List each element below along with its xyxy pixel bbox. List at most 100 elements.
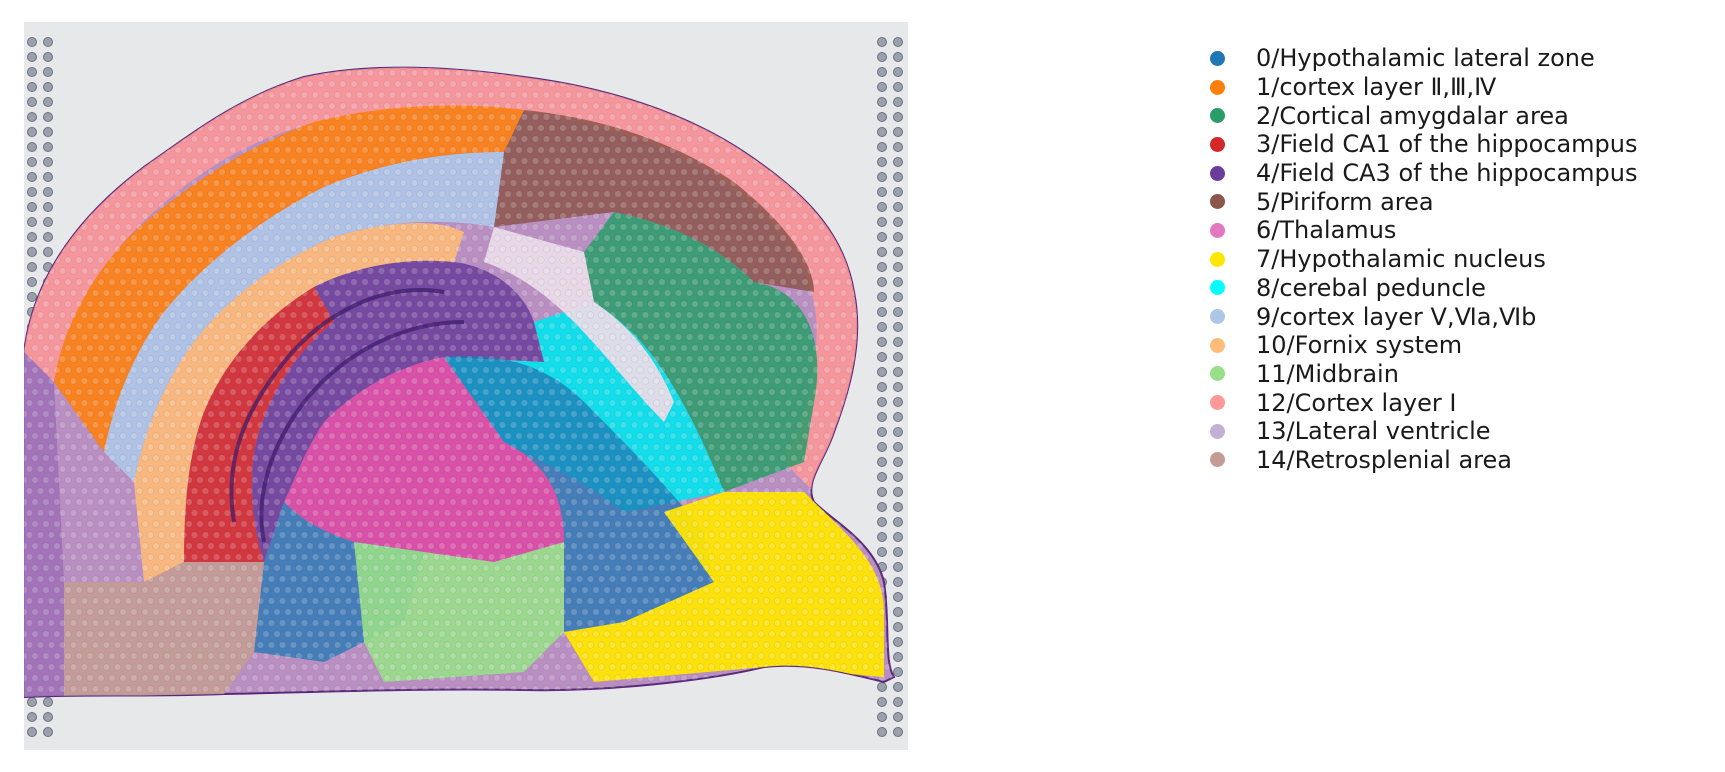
legend-label: 9/cortex layer Ⅴ,Ⅵa,Ⅵb bbox=[1256, 302, 1537, 331]
fiducial-dot bbox=[877, 232, 887, 242]
fiducial-dot bbox=[893, 727, 903, 737]
fiducial-dot bbox=[893, 712, 903, 722]
fiducial-dot bbox=[27, 127, 37, 137]
fiducial-dot bbox=[877, 187, 887, 197]
legend-label: 7/Hypothalamic nucleus bbox=[1256, 245, 1546, 274]
fiducial-dot bbox=[43, 37, 53, 47]
fiducial-dot bbox=[877, 727, 887, 737]
fiducial-dot bbox=[877, 277, 887, 287]
cluster-legend: 0/Hypothalamic lateral zone 1/cortex lay… bbox=[1210, 44, 1710, 474]
fiducial-dot bbox=[27, 232, 37, 242]
fiducial-dot bbox=[893, 277, 903, 287]
fiducial-dot bbox=[893, 427, 903, 437]
legend-label: 13/Lateral ventricle bbox=[1256, 417, 1491, 446]
legend-marker-icon bbox=[1210, 337, 1225, 353]
fiducial-dot bbox=[27, 97, 37, 107]
fiducial-dot bbox=[877, 247, 887, 257]
legend-marker-icon bbox=[1210, 165, 1225, 181]
legend-label: 14/Retrosplenial area bbox=[1256, 445, 1512, 474]
legend-label: 10/Fornix system bbox=[1256, 331, 1463, 360]
legend-marker-icon bbox=[1210, 50, 1225, 66]
fiducial-dot bbox=[893, 457, 903, 467]
fiducial-dot bbox=[877, 157, 887, 167]
fiducial-dot bbox=[27, 262, 37, 272]
legend-item-1: 1/cortex layer Ⅱ,Ⅲ,Ⅳ bbox=[1210, 73, 1710, 102]
region-cortex-layer-2-3-4 bbox=[54, 105, 524, 453]
fiducial-dot bbox=[893, 592, 903, 602]
fiducial-dot bbox=[27, 157, 37, 167]
fiducial-dot bbox=[893, 547, 903, 557]
fiducial-dot bbox=[877, 127, 887, 137]
fiducial-dot bbox=[877, 682, 887, 692]
fiducial-dot bbox=[43, 97, 53, 107]
region-piriform bbox=[494, 110, 814, 292]
fiducial-dot bbox=[893, 472, 903, 482]
fiducial-dot bbox=[893, 142, 903, 152]
tissue-regions bbox=[24, 67, 884, 697]
fiducial-dot bbox=[877, 322, 887, 332]
fiducial-dot bbox=[893, 652, 903, 662]
fiducial-dot bbox=[893, 487, 903, 497]
fiducial-dot bbox=[27, 187, 37, 197]
fiducial-dot bbox=[893, 247, 903, 257]
fiducial-dot bbox=[877, 412, 887, 422]
fiducial-dot bbox=[877, 67, 887, 77]
fiducial-dot bbox=[43, 52, 53, 62]
fiducial-dot bbox=[43, 247, 53, 257]
fiducial-dot bbox=[43, 112, 53, 122]
legend-label: 1/cortex layer Ⅱ,Ⅲ,Ⅳ bbox=[1256, 73, 1497, 102]
fiducial-dot bbox=[893, 367, 903, 377]
legend-item-5: 5/Piriform area bbox=[1210, 187, 1710, 216]
fiducial-dot bbox=[893, 97, 903, 107]
fiducial-dot bbox=[893, 202, 903, 212]
fiducial-dot bbox=[877, 382, 887, 392]
fiducial-dot bbox=[893, 517, 903, 527]
legend-marker-icon bbox=[1210, 423, 1225, 439]
legend-item-14: 14/Retrosplenial area bbox=[1210, 446, 1710, 475]
legend-item-6: 6/Thalamus bbox=[1210, 216, 1710, 245]
legend-label: 5/Piriform area bbox=[1256, 187, 1434, 216]
fiducial-dot bbox=[43, 187, 53, 197]
legend-label: 12/Cortex layer Ⅰ bbox=[1256, 388, 1457, 417]
region-midbrain bbox=[354, 542, 564, 682]
region-hypothalamic-nucleus bbox=[564, 492, 884, 682]
fiducial-dot bbox=[893, 352, 903, 362]
region-thalamus bbox=[284, 357, 564, 562]
fiducial-dot bbox=[27, 82, 37, 92]
legend-item-9: 9/cortex layer Ⅴ,Ⅵa,Ⅵb bbox=[1210, 302, 1710, 331]
fiducial-dot bbox=[27, 37, 37, 47]
fiducial-dot bbox=[893, 337, 903, 347]
legend-marker-icon bbox=[1210, 452, 1225, 468]
fiducial-dot bbox=[43, 697, 53, 707]
legend-marker-icon bbox=[1210, 309, 1225, 325]
fiducial-dot bbox=[43, 217, 53, 227]
fiducial-dot bbox=[43, 142, 53, 152]
legend-item-3: 3/Field CA1 of the hippocampus bbox=[1210, 130, 1710, 159]
fiducial-dot bbox=[877, 142, 887, 152]
fiducial-dot bbox=[893, 397, 903, 407]
legend-marker-icon bbox=[1210, 108, 1225, 124]
fiducial-dot bbox=[877, 97, 887, 107]
fiducial-dot bbox=[43, 67, 53, 77]
fiducial-dot bbox=[893, 622, 903, 632]
legend-marker-icon bbox=[1210, 366, 1225, 382]
fiducial-dot bbox=[877, 517, 887, 527]
legend-marker-icon bbox=[1210, 194, 1225, 210]
fiducial-dot bbox=[877, 457, 887, 467]
fiducial-dot bbox=[877, 502, 887, 512]
region-cortex-layer-5-6 bbox=[104, 152, 504, 482]
fiducial-dot bbox=[27, 277, 37, 287]
fiducial-dot bbox=[877, 367, 887, 377]
fiducial-dot bbox=[893, 412, 903, 422]
fiducial-dot bbox=[27, 142, 37, 152]
fiducial-dot bbox=[877, 37, 887, 47]
fiducial-dot bbox=[893, 322, 903, 332]
fiducial-dot bbox=[27, 292, 37, 302]
fiducial-dot bbox=[893, 82, 903, 92]
fiducial-dot bbox=[893, 607, 903, 617]
fiducial-dot bbox=[877, 52, 887, 62]
legend-label: 11/Midbrain bbox=[1256, 359, 1399, 388]
fiducial-dot bbox=[43, 172, 53, 182]
fiducial-dot bbox=[893, 262, 903, 272]
legend-marker-icon bbox=[1210, 222, 1225, 238]
